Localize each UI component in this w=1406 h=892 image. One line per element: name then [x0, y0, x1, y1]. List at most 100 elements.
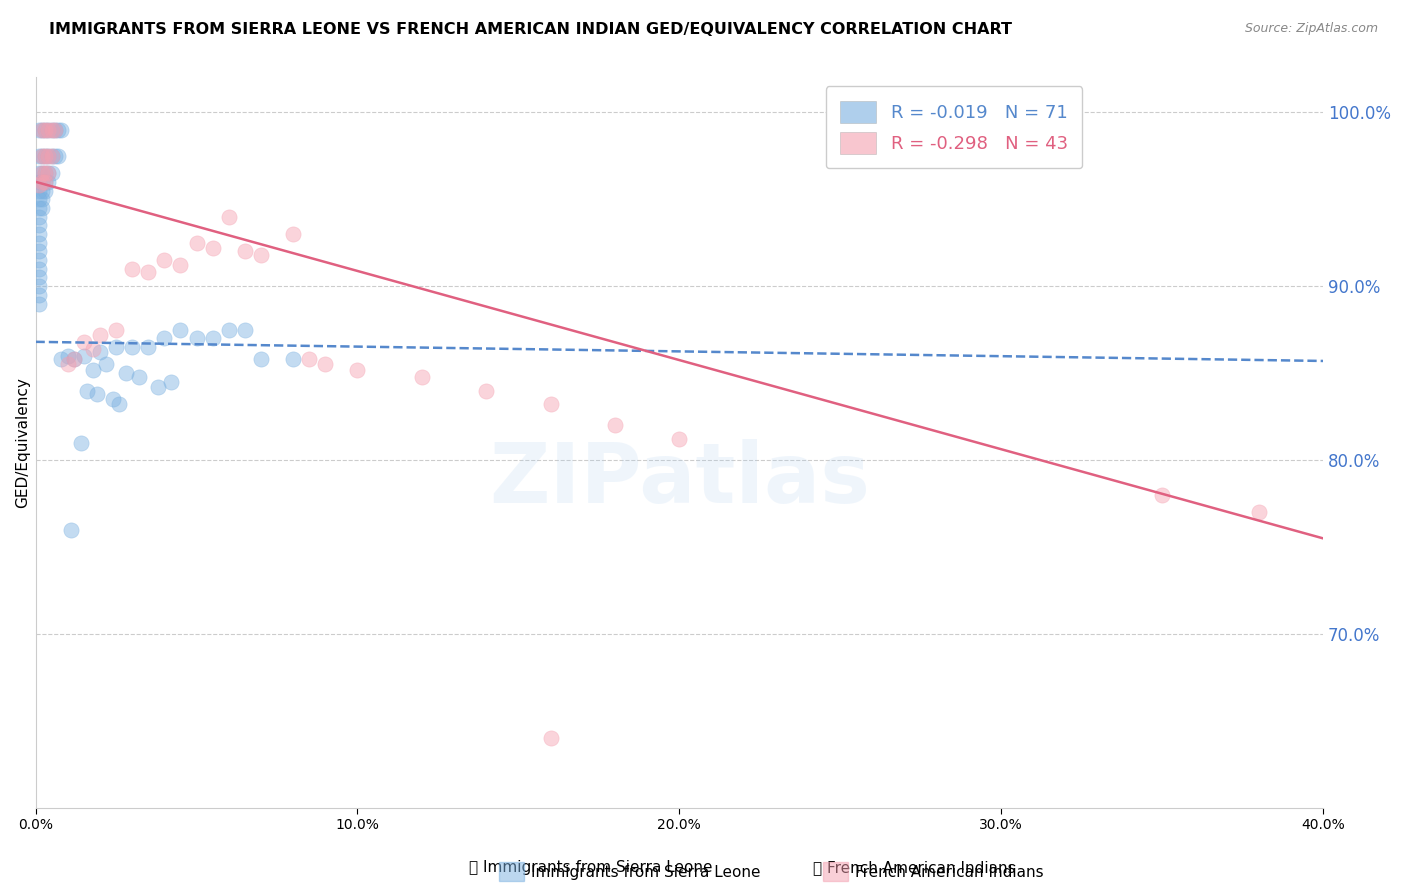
Point — [1247, 505, 1270, 519]
Point — [56, 349, 79, 363]
Point — [82, 362, 104, 376]
Y-axis label: GED/Equivalency: GED/Equivalency — [15, 377, 30, 508]
Point — [37, 149, 59, 163]
Point — [63, 352, 86, 367]
Point — [46, 122, 69, 136]
Point — [37, 122, 59, 136]
Point — [250, 248, 273, 262]
Point — [28, 149, 51, 163]
Point — [108, 397, 131, 411]
Point — [37, 175, 59, 189]
Point — [82, 342, 104, 356]
Text: ⬜ Immigrants from Sierra Leone: ⬜ Immigrants from Sierra Leone — [468, 861, 713, 875]
Point — [34, 149, 56, 163]
Point — [34, 122, 56, 136]
Point — [34, 175, 56, 189]
Point — [105, 340, 128, 354]
Point — [86, 387, 108, 401]
Point — [28, 122, 51, 136]
Point — [56, 358, 79, 372]
Point — [34, 166, 56, 180]
Point — [201, 241, 224, 255]
Text: ⬜ French American Indians: ⬜ French American Indians — [813, 861, 1015, 875]
Point — [51, 352, 73, 367]
Point — [34, 149, 56, 163]
Point — [1152, 488, 1174, 502]
Point — [31, 192, 53, 206]
Point — [31, 149, 53, 163]
Point — [41, 166, 63, 180]
Point — [44, 149, 66, 163]
Point — [28, 270, 51, 285]
Point — [159, 375, 181, 389]
Point — [31, 166, 53, 180]
Point — [169, 323, 191, 337]
Point — [63, 352, 86, 367]
Point — [475, 384, 498, 398]
Point — [28, 219, 51, 233]
Point — [89, 345, 111, 359]
Point — [89, 327, 111, 342]
Point — [37, 166, 59, 180]
Point — [668, 432, 690, 446]
Point — [218, 210, 240, 224]
Text: French American Indians: French American Indians — [855, 865, 1043, 880]
Point — [28, 210, 51, 224]
Point — [169, 258, 191, 272]
Point — [250, 352, 273, 367]
Text: IMMIGRANTS FROM SIERRA LEONE VS FRENCH AMERICAN INDIAN GED/EQUIVALENCY CORRELATI: IMMIGRANTS FROM SIERRA LEONE VS FRENCH A… — [49, 22, 1012, 37]
Point — [28, 288, 51, 302]
Point — [73, 349, 96, 363]
Point — [233, 244, 256, 259]
Point — [101, 392, 124, 407]
Point — [136, 340, 159, 354]
Point — [31, 122, 53, 136]
Point — [28, 178, 51, 193]
Point — [28, 175, 51, 189]
Point — [298, 352, 321, 367]
Point — [411, 369, 433, 384]
Point — [136, 265, 159, 279]
Point — [28, 253, 51, 268]
Point — [96, 358, 118, 372]
Point — [31, 166, 53, 180]
Point — [44, 122, 66, 136]
Legend: R = -0.019   N = 71, R = -0.298   N = 43: R = -0.019 N = 71, R = -0.298 N = 43 — [825, 87, 1083, 169]
Point — [69, 435, 91, 450]
Point — [76, 384, 98, 398]
Point — [281, 352, 304, 367]
Point — [28, 261, 51, 276]
Point — [31, 175, 53, 189]
Point — [186, 331, 208, 345]
Point — [73, 334, 96, 349]
Point — [346, 362, 368, 376]
Point — [218, 323, 240, 337]
Point — [153, 331, 176, 345]
Point — [28, 279, 51, 293]
Point — [233, 323, 256, 337]
Point — [146, 380, 169, 394]
Point — [31, 175, 53, 189]
Point — [128, 369, 150, 384]
Point — [603, 418, 626, 433]
Point — [51, 122, 73, 136]
Point — [59, 523, 82, 537]
Point — [201, 331, 224, 345]
Point — [31, 122, 53, 136]
Point — [37, 149, 59, 163]
Point — [28, 227, 51, 241]
Point — [41, 122, 63, 136]
Point — [540, 731, 562, 746]
Point — [153, 253, 176, 268]
Text: Source: ZipAtlas.com: Source: ZipAtlas.com — [1244, 22, 1378, 36]
Point — [31, 184, 53, 198]
Point — [121, 261, 143, 276]
Point — [41, 149, 63, 163]
Point — [37, 166, 59, 180]
Point — [314, 358, 336, 372]
Point — [34, 184, 56, 198]
Text: Immigrants from Sierra Leone: Immigrants from Sierra Leone — [531, 865, 761, 880]
Point — [34, 175, 56, 189]
Point — [34, 122, 56, 136]
Point — [31, 201, 53, 215]
